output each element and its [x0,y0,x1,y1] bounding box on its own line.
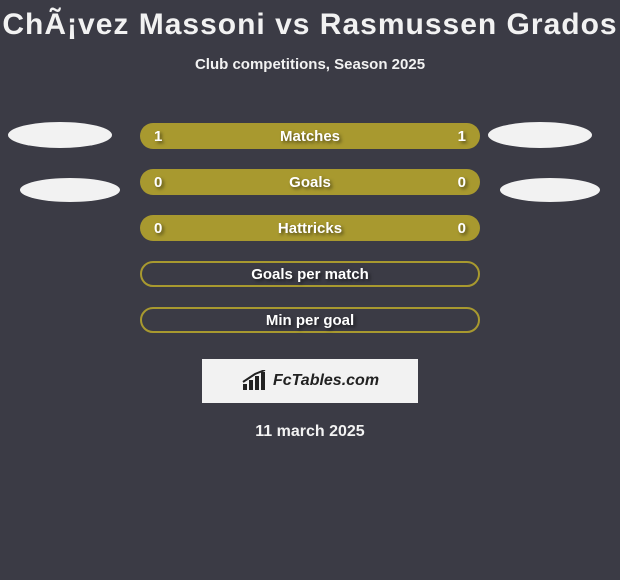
stat-label: Goals per match [251,266,369,283]
stat-value-left: 0 [154,220,162,237]
branding-box: FcTables.com [202,359,418,403]
stat-bar: 0 Hattricks 0 [140,215,480,241]
stat-row: Min per goal [0,297,620,343]
page-subtitle: Club competitions, Season 2025 [0,56,620,73]
stat-row: 1 Matches 1 [0,113,620,159]
stat-row: 0 Hattricks 0 [0,205,620,251]
stat-row: Goals per match [0,251,620,297]
chart-icon [241,370,267,392]
date-label: 11 march 2025 [0,423,620,441]
stat-value-right: 0 [458,220,466,237]
page-title: ChÃ¡vez Massoni vs Rasmussen Grados [0,0,620,42]
stat-bar: Goals per match [140,261,480,287]
branding-text: FcTables.com [273,372,379,390]
stat-value-left: 0 [154,174,162,191]
stat-label: Min per goal [266,312,354,329]
stat-value-right: 0 [458,174,466,191]
stats-rows: 1 Matches 1 0 Goals 0 0 Hattricks 0 Goals per mat… [0,113,620,343]
stat-value-right: 1 [458,128,466,145]
stat-value-left: 1 [154,128,162,145]
stat-bar: 1 Matches 1 [140,123,480,149]
stat-bar: 0 Goals 0 [140,169,480,195]
stat-row: 0 Goals 0 [0,159,620,205]
stat-bar: Min per goal [140,307,480,333]
stat-label: Matches [280,128,340,145]
stat-label: Hattricks [278,220,342,237]
stat-label: Goals [289,174,331,191]
